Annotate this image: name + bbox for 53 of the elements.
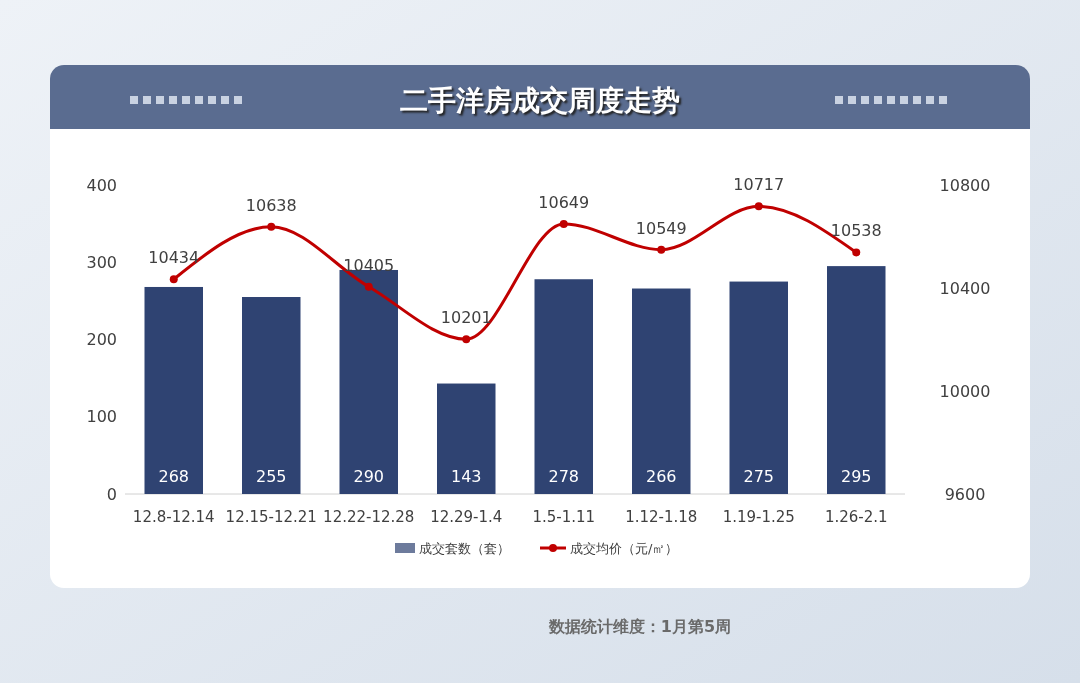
x-tick-label: 1.5-1.11 [532,508,596,526]
bar [632,288,691,494]
x-tick-label: 12.22-12.28 [323,508,415,526]
data-label: 266 [645,467,677,486]
y-tick-label: 200 [86,330,117,350]
point [267,222,276,231]
data-label: 10638 [245,195,297,215]
bar [339,269,398,494]
data-label: 10649 [538,192,590,212]
data-label: 255 [255,467,287,486]
text: 数据统计维度：1月第5周 [547,617,732,636]
bar [827,266,886,494]
y-tick-label: 300 [86,252,117,272]
data-label: 10538 [830,221,882,241]
y-tick-label: 400 [86,175,117,195]
bar [437,383,496,494]
x-tick-label: 12.15-12.21 [225,508,317,526]
bar [534,279,593,494]
x-tick-label: 12.8-12.14 [132,508,215,526]
data-label: 10549 [635,218,687,238]
chart-title: 二手洋房成交周度走势 [400,84,680,117]
y2-tick-label: 10000 [939,381,991,401]
point [169,275,178,284]
point [754,202,763,211]
point [364,282,373,291]
legend-label: 成交均价（元/㎡） [570,540,679,556]
data-label: 290 [353,467,385,486]
bar [729,281,788,494]
data-label: 278 [548,467,580,486]
data-label: 10405 [343,255,395,275]
bar [242,297,301,494]
data-label: 295 [840,467,872,486]
bar [144,286,203,494]
point [852,248,861,257]
data-label: 268 [158,467,190,486]
x-tick-label: 1.12-1.18 [625,508,698,526]
point [657,245,666,254]
y-tick-label: 0 [106,484,117,504]
data-label: 10717 [733,175,785,195]
data-label: 10434 [148,248,200,268]
y2-tick-label: 10800 [939,175,991,195]
x-tick-label: 1.19-1.25 [722,508,795,526]
data-label: 275 [743,467,775,486]
y2-tick-label: 9600 [944,484,986,504]
data-label: 143 [450,467,482,486]
y-tick-label: 100 [86,407,117,427]
y2-tick-label: 10400 [939,278,991,298]
data-label: 10201 [440,308,492,328]
x-tick-label: 1.26-2.1 [824,508,888,526]
point [462,335,471,344]
x-tick-label: 12.29-1.4 [430,508,503,526]
legend-label: 成交套数（套） [419,540,510,556]
point [559,219,568,228]
